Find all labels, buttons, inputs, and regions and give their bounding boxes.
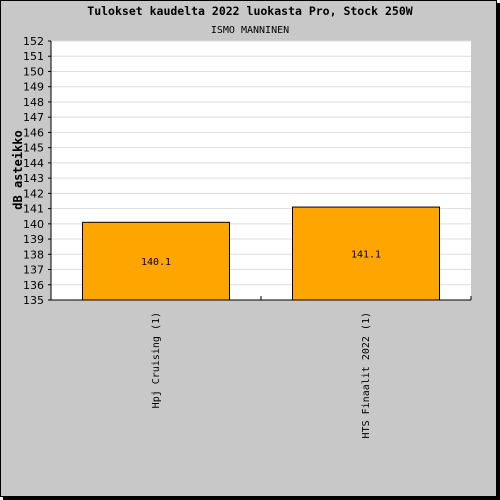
y-tick-label: 150 <box>23 65 44 78</box>
bar <box>82 221 230 301</box>
chart-subtitle: ISMO MANNINEN <box>211 25 289 36</box>
y-tick-label: 137 <box>23 264 44 277</box>
frame-shadow-right <box>497 3 500 500</box>
y-tick-label: 145 <box>23 142 44 155</box>
y-tick-label: 142 <box>23 187 44 200</box>
x-tick-labels: Hpj Cruising (1) HTS Finaalit 2022 (1) <box>151 312 372 438</box>
y-tick-label: 135 <box>23 294 44 307</box>
y-tick-label: 140 <box>23 218 44 231</box>
bar <box>292 206 440 301</box>
y-tick-label: 149 <box>23 81 44 94</box>
y-tick-label: 138 <box>23 248 44 261</box>
x-tick-label: HTS Finaalit 2022 (1) <box>361 312 372 438</box>
x-tick-label: Hpj Cruising (1) <box>151 312 162 408</box>
y-tick-labels: 135 136 137 138 139 140 141 142 143 144 145 146 147 1… <box>23 35 44 307</box>
y-tick-label: 139 <box>23 233 44 246</box>
y-tick-label: 146 <box>23 126 44 139</box>
y-tick-label: 151 <box>23 50 44 63</box>
y-tick-label: 136 <box>23 279 44 292</box>
y-tick-label: 141 <box>23 203 44 216</box>
y-tick-label: 143 <box>23 172 44 185</box>
chart-title: Tulokset kaudelta 2022 luokasta Pro, Sto… <box>87 4 412 18</box>
y-tick-label: 152 <box>23 35 44 48</box>
bars: 140.1 141.1 <box>82 206 440 301</box>
frame-shadow-bottom <box>3 497 500 500</box>
y-tick-label: 147 <box>23 111 44 124</box>
axes <box>48 40 472 301</box>
y-axis-label: dB asteikko <box>11 130 25 209</box>
bar-value-label: 141.1 <box>351 250 381 261</box>
y-tick-label: 148 <box>23 96 44 109</box>
bar-value-label: 140.1 <box>141 257 171 268</box>
y-tick-label: 144 <box>23 157 44 170</box>
